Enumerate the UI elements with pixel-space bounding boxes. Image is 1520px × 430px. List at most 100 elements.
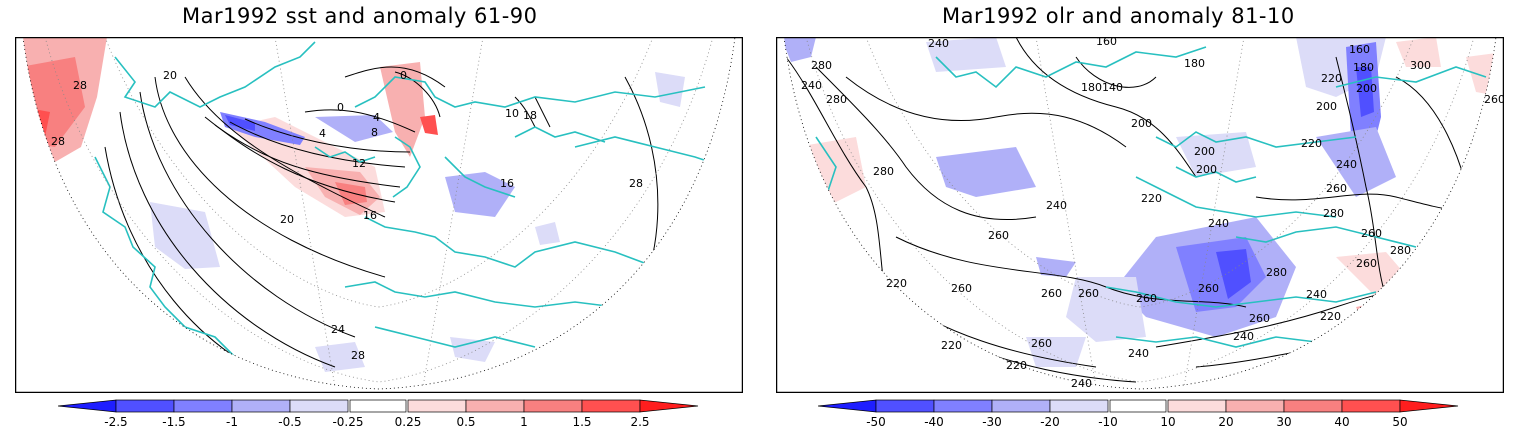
colorbar-box <box>349 399 407 413</box>
svg-text:-1.5: -1.5 <box>162 415 185 428</box>
svg-text:50: 50 <box>1392 415 1407 428</box>
svg-text:220: 220 <box>1006 359 1027 372</box>
svg-text:18: 18 <box>523 109 537 122</box>
anomaly-shading <box>781 37 1504 367</box>
svg-text:2.5: 2.5 <box>630 415 649 428</box>
svg-text:-20: -20 <box>1040 415 1060 428</box>
colorbar-box <box>173 399 233 413</box>
svg-text:280: 280 <box>1323 207 1344 220</box>
svg-text:140: 140 <box>1102 81 1123 94</box>
colorbar-box <box>407 399 467 413</box>
svg-text:240: 240 <box>1128 347 1149 360</box>
svg-text:240: 240 <box>1071 377 1092 390</box>
svg-text:4: 4 <box>373 111 380 124</box>
colorbar-box <box>289 399 349 413</box>
svg-text:260: 260 <box>1041 287 1062 300</box>
svg-text:260: 260 <box>988 229 1009 242</box>
map-frame <box>15 37 743 393</box>
svg-text:200: 200 <box>1131 117 1152 130</box>
svg-text:260: 260 <box>1136 292 1157 305</box>
svg-text:160: 160 <box>1349 43 1370 56</box>
svg-text:-40: -40 <box>924 415 944 428</box>
svg-text:160: 160 <box>1096 37 1117 48</box>
svg-text:200: 200 <box>1196 163 1217 176</box>
svg-text:260: 260 <box>1078 287 1099 300</box>
colorbar-triangle-high <box>1399 399 1459 413</box>
svg-text:240: 240 <box>801 79 822 92</box>
svg-text:220: 220 <box>1301 137 1322 150</box>
colorbar-box <box>933 399 993 413</box>
svg-text:-50: -50 <box>866 415 886 428</box>
olr-anomaly-map: 240 280 240 280 160 180 140 180 160 220 … <box>776 37 1504 393</box>
svg-text:-0.25: -0.25 <box>332 415 363 428</box>
olr-colorbar: -50 -40 -30 -20 -10 10 20 30 40 50 <box>818 399 1459 428</box>
svg-text:16: 16 <box>500 177 514 190</box>
svg-text:0.25: 0.25 <box>395 415 422 428</box>
svg-text:4: 4 <box>319 127 326 140</box>
colorbar-box <box>875 399 935 413</box>
svg-text:220: 220 <box>1141 192 1162 205</box>
svg-text:180: 180 <box>1353 61 1374 74</box>
contour-labels: 28 28 20 0 0 4 4 8 12 16 16 20 24 28 28 … <box>51 69 643 362</box>
contour-labels: 240 280 240 280 160 180 140 180 160 220 … <box>801 37 1504 390</box>
svg-text:180: 180 <box>1184 57 1205 70</box>
colorbar-box <box>1341 399 1401 413</box>
svg-text:-30: -30 <box>982 415 1002 428</box>
svg-text:260: 260 <box>1356 257 1377 270</box>
colorbar-box <box>991 399 1051 413</box>
svg-text:16: 16 <box>363 209 377 222</box>
svg-text:1.5: 1.5 <box>572 415 591 428</box>
svg-text:28: 28 <box>51 135 65 148</box>
svg-text:24: 24 <box>331 323 345 336</box>
svg-text:240: 240 <box>1208 217 1229 230</box>
colorbar-triangle-high <box>639 399 699 413</box>
svg-text:220: 220 <box>1321 72 1342 85</box>
colorbar-labels: -50 -40 -30 -20 -10 10 20 30 40 50 <box>866 415 1407 428</box>
colorbar-boxes <box>58 399 699 413</box>
svg-text:260: 260 <box>1249 312 1270 325</box>
svg-text:260: 260 <box>1031 337 1052 350</box>
svg-text:260: 260 <box>951 282 972 295</box>
svg-text:200: 200 <box>1316 100 1337 113</box>
svg-text:0.5: 0.5 <box>456 415 475 428</box>
colorbar-boxes <box>818 399 1459 413</box>
svg-text:28: 28 <box>73 79 87 92</box>
svg-text:280: 280 <box>811 59 832 72</box>
colorbar-box <box>1283 399 1343 413</box>
svg-text:280: 280 <box>1390 244 1411 257</box>
colorbar-triangle-low <box>58 399 117 413</box>
svg-text:28: 28 <box>629 177 643 190</box>
svg-text:10: 10 <box>1160 415 1175 428</box>
colorbar-triangle-low <box>818 399 877 413</box>
svg-text:220: 220 <box>941 339 962 352</box>
svg-text:-10: -10 <box>1098 415 1118 428</box>
svg-text:0: 0 <box>400 69 407 82</box>
svg-text:30: 30 <box>1276 415 1291 428</box>
svg-text:10: 10 <box>505 107 519 120</box>
map-frame <box>776 37 1504 393</box>
svg-text:240: 240 <box>1046 199 1067 212</box>
colorbar-box <box>465 399 525 413</box>
svg-text:-0.5: -0.5 <box>278 415 301 428</box>
svg-text:260: 260 <box>1484 93 1504 106</box>
svg-text:8: 8 <box>371 126 378 139</box>
colorbar-box <box>523 399 583 413</box>
svg-text:260: 260 <box>1198 282 1219 295</box>
sst-colorbar: -2.5 -1.5 -1 -0.5 -0.25 0.25 0.5 1 1.5 2… <box>58 399 699 428</box>
svg-text:280: 280 <box>1266 266 1287 279</box>
svg-text:20: 20 <box>280 213 294 226</box>
svg-text:180: 180 <box>1081 81 1102 94</box>
colorbar-box <box>1049 399 1109 413</box>
svg-text:1: 1 <box>520 415 528 428</box>
svg-text:-2.5: -2.5 <box>104 415 127 428</box>
colorbar-box <box>1109 399 1167 413</box>
svg-text:220: 220 <box>1320 310 1341 323</box>
svg-text:240: 240 <box>1306 288 1327 301</box>
svg-text:20: 20 <box>1218 415 1233 428</box>
svg-text:-1: -1 <box>226 415 238 428</box>
colorbar-box <box>231 399 291 413</box>
svg-text:12: 12 <box>352 157 366 170</box>
colorbar-box <box>1167 399 1227 413</box>
sst-anomaly-map: 28 28 20 0 0 4 4 8 12 16 16 20 24 28 28 … <box>15 37 743 393</box>
svg-text:200: 200 <box>1194 145 1215 158</box>
